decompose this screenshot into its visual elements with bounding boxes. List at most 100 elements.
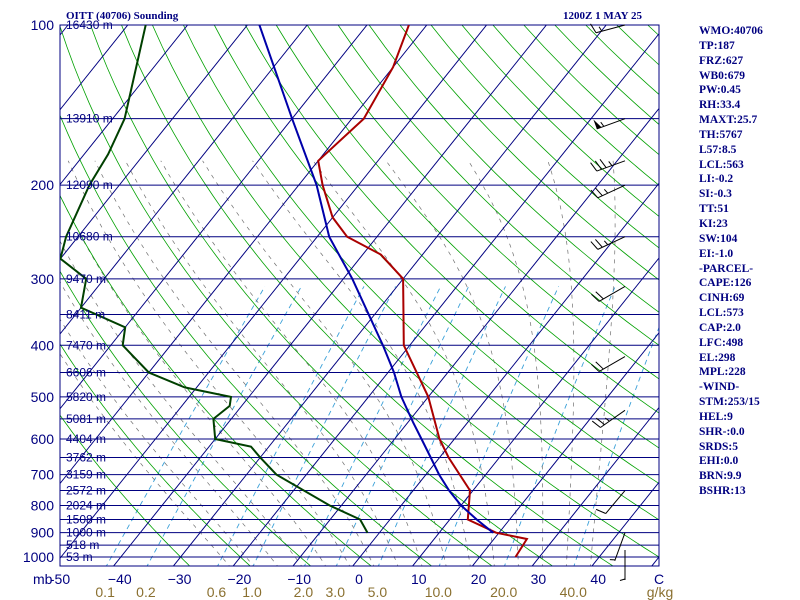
index-row: -PARCEL- — [699, 262, 754, 275]
valid-time: 1200Z 1 MAY 25 — [563, 10, 642, 22]
mixing-ratio-unit-label: g/kg — [647, 584, 673, 600]
mixing-ratio-label: 1.0 — [242, 584, 262, 600]
barb-feather — [591, 364, 600, 372]
plot-frame — [59, 24, 660, 567]
dry-adiabat — [244, 25, 659, 449]
isotherm — [292, 107, 659, 566]
height-label: 9470 m — [66, 272, 106, 286]
barb-feather — [599, 158, 607, 168]
mixing-ratio-line — [217, 286, 365, 566]
index-row: LCL:563 — [699, 158, 744, 171]
moist-adiabat — [252, 160, 471, 566]
index-row: SRDS:5 — [699, 440, 738, 453]
dry-adiabat — [306, 25, 659, 380]
mixing-ratio-label: 3.0 — [326, 584, 346, 600]
barb-feather — [594, 160, 602, 170]
isotherms — [0, 25, 659, 568]
isotherm — [60, 25, 69, 36]
barb-staff — [596, 118, 626, 130]
barb-half-feather — [600, 121, 605, 127]
wind-barb — [593, 118, 626, 130]
pressure-tick-label: 100 — [31, 17, 55, 33]
mixing-ratio-label: 40.0 — [560, 584, 587, 600]
sounding-profiles — [60, 25, 529, 558]
mixing-ratio-line — [438, 286, 560, 566]
height-label: 2024 m — [66, 498, 106, 512]
wind-barb — [590, 236, 626, 250]
station-title: OITT (40706) Sounding — [66, 10, 179, 22]
barb-feather — [595, 361, 604, 370]
temperature-tick-label: 30 — [531, 571, 547, 587]
dry-adiabats — [60, 25, 659, 566]
temperature-tick-label: 0 — [355, 571, 363, 587]
barb-half-feather — [603, 188, 609, 194]
dry-adiabat — [213, 25, 659, 485]
barb-half-feather — [605, 417, 610, 422]
barb-half-feather — [598, 26, 603, 32]
isotherm — [60, 25, 487, 560]
pressure-tick-label: 300 — [31, 271, 55, 287]
temperature-tick-label: -50 — [50, 571, 70, 587]
isotherm — [411, 257, 659, 566]
isotherm — [60, 25, 428, 485]
index-row: SW:104 — [699, 232, 738, 245]
pressure-tick-label: 700 — [31, 467, 55, 483]
index-row: SI:-0.3 — [699, 188, 732, 201]
temperature-tick-label: 20 — [471, 571, 487, 587]
index-row: LI:-0.2 — [699, 173, 734, 186]
index-row: BRN:9.9 — [699, 470, 742, 483]
moist-adiabat — [60, 194, 327, 566]
barb-feather — [595, 239, 603, 248]
mixing-ratio-label: 0.1 — [95, 584, 115, 600]
pressure-tick-label: 800 — [31, 497, 55, 513]
dry-adiabat — [399, 25, 659, 281]
isotherm — [531, 406, 659, 566]
barb-feather — [590, 241, 599, 250]
mixing-ratio-line — [105, 286, 266, 566]
wind-barb — [590, 158, 626, 172]
moist-adiabat — [547, 160, 575, 566]
barb-half-feather — [619, 578, 626, 581]
mixing-ratio-line — [335, 286, 470, 566]
index-row: TH:5767 — [699, 128, 743, 141]
dry-adiabat — [60, 25, 493, 566]
wind-barb — [591, 409, 626, 428]
temperature-tick-label: −40 — [108, 571, 132, 587]
isotherm — [112, 25, 547, 566]
pressure-tick-label: 1000 — [23, 549, 54, 565]
dry-adiabat — [430, 25, 659, 249]
wind-barb — [619, 549, 626, 581]
index-row: BSHR:13 — [699, 485, 746, 498]
index-row: HEL:9 — [699, 410, 733, 423]
moist-adiabat — [468, 160, 544, 566]
index-row: WB0:679 — [699, 69, 745, 82]
pressure-tick-label: 600 — [31, 431, 55, 447]
mixing-ratio-label: 0.6 — [207, 584, 227, 600]
moist-adiabat — [590, 160, 616, 566]
mixing-ratio-line — [504, 286, 616, 566]
temperature-tick-label: 40 — [590, 571, 606, 587]
height-label: 6606 m — [66, 366, 106, 380]
height-label: 53 m — [66, 550, 93, 564]
barb-feather — [591, 420, 601, 428]
temperature-tick-label: 10 — [411, 571, 427, 587]
mixing-ratio-label: 2.0 — [294, 584, 314, 600]
index-row: RH:33.4 — [699, 99, 741, 112]
wind-barb — [591, 356, 626, 373]
height-label: 10680 m — [66, 230, 113, 244]
isobars — [60, 24, 659, 558]
barb-staff — [614, 532, 626, 562]
height-label: 3762 m — [66, 450, 106, 464]
index-row: TT:51 — [699, 203, 729, 216]
index-row: EHI:0.0 — [699, 455, 739, 468]
wind-barbs — [590, 23, 626, 581]
index-row: CINH:69 — [699, 292, 745, 305]
pressure-tick-label: 400 — [31, 337, 55, 353]
barb-feather — [595, 187, 603, 197]
wind-barb — [609, 532, 626, 562]
height-label: 518 m — [66, 538, 99, 552]
wind-barb — [590, 184, 626, 199]
isotherm — [471, 331, 659, 566]
isotherm — [0, 25, 8, 568]
